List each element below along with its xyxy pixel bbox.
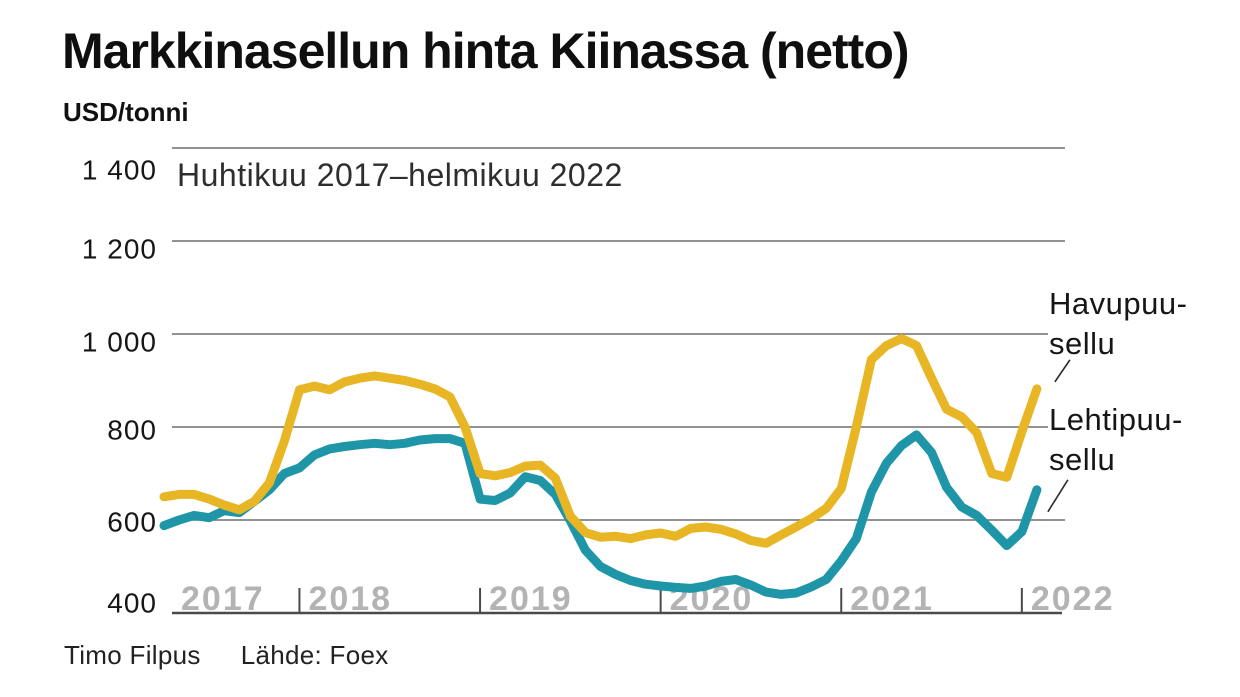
- legend-label-havupuusellu: Havupuu- sellu: [1049, 286, 1188, 361]
- year-label-2022: 2022: [1031, 580, 1115, 618]
- y-axis-label-800: 800: [107, 415, 157, 446]
- legend-label-lehtipuusellu: Lehtipuu- sellu: [1049, 402, 1183, 477]
- source-credit: Lähde: Foex: [240, 640, 389, 670]
- year-label-2021: 2021: [850, 580, 934, 618]
- lehtipuusellu-line: [159, 430, 1042, 599]
- y-axis-label-1200: 1 200: [82, 234, 157, 265]
- byline: Timo Filpus: [64, 640, 201, 670]
- page-title: Markkinasellun hinta Kiinassa (netto): [62, 23, 910, 79]
- time-period-annotation: Huhtikuu 2017–helmikuu 2022: [177, 157, 623, 193]
- year-label-2019: 2019: [489, 580, 573, 618]
- year-label-2018: 2018: [308, 580, 392, 618]
- havupuusellu-leader-line: [1054, 359, 1071, 383]
- y-axis-label-1000: 1 000: [82, 327, 157, 358]
- year-label-2017: 2017: [181, 580, 265, 618]
- chart-footer: Timo Filpus Lähde: Foex: [64, 640, 389, 671]
- y-axis-unit-label: USD/tonni: [63, 97, 189, 127]
- y-axis-label-1400: 1 400: [82, 155, 157, 186]
- y-axis-label-600: 600: [107, 507, 157, 538]
- lehtipuusellu-leader-line: [1047, 479, 1069, 513]
- y-axis-label-400: 400: [107, 588, 157, 619]
- havupuusellu-line: [159, 334, 1042, 548]
